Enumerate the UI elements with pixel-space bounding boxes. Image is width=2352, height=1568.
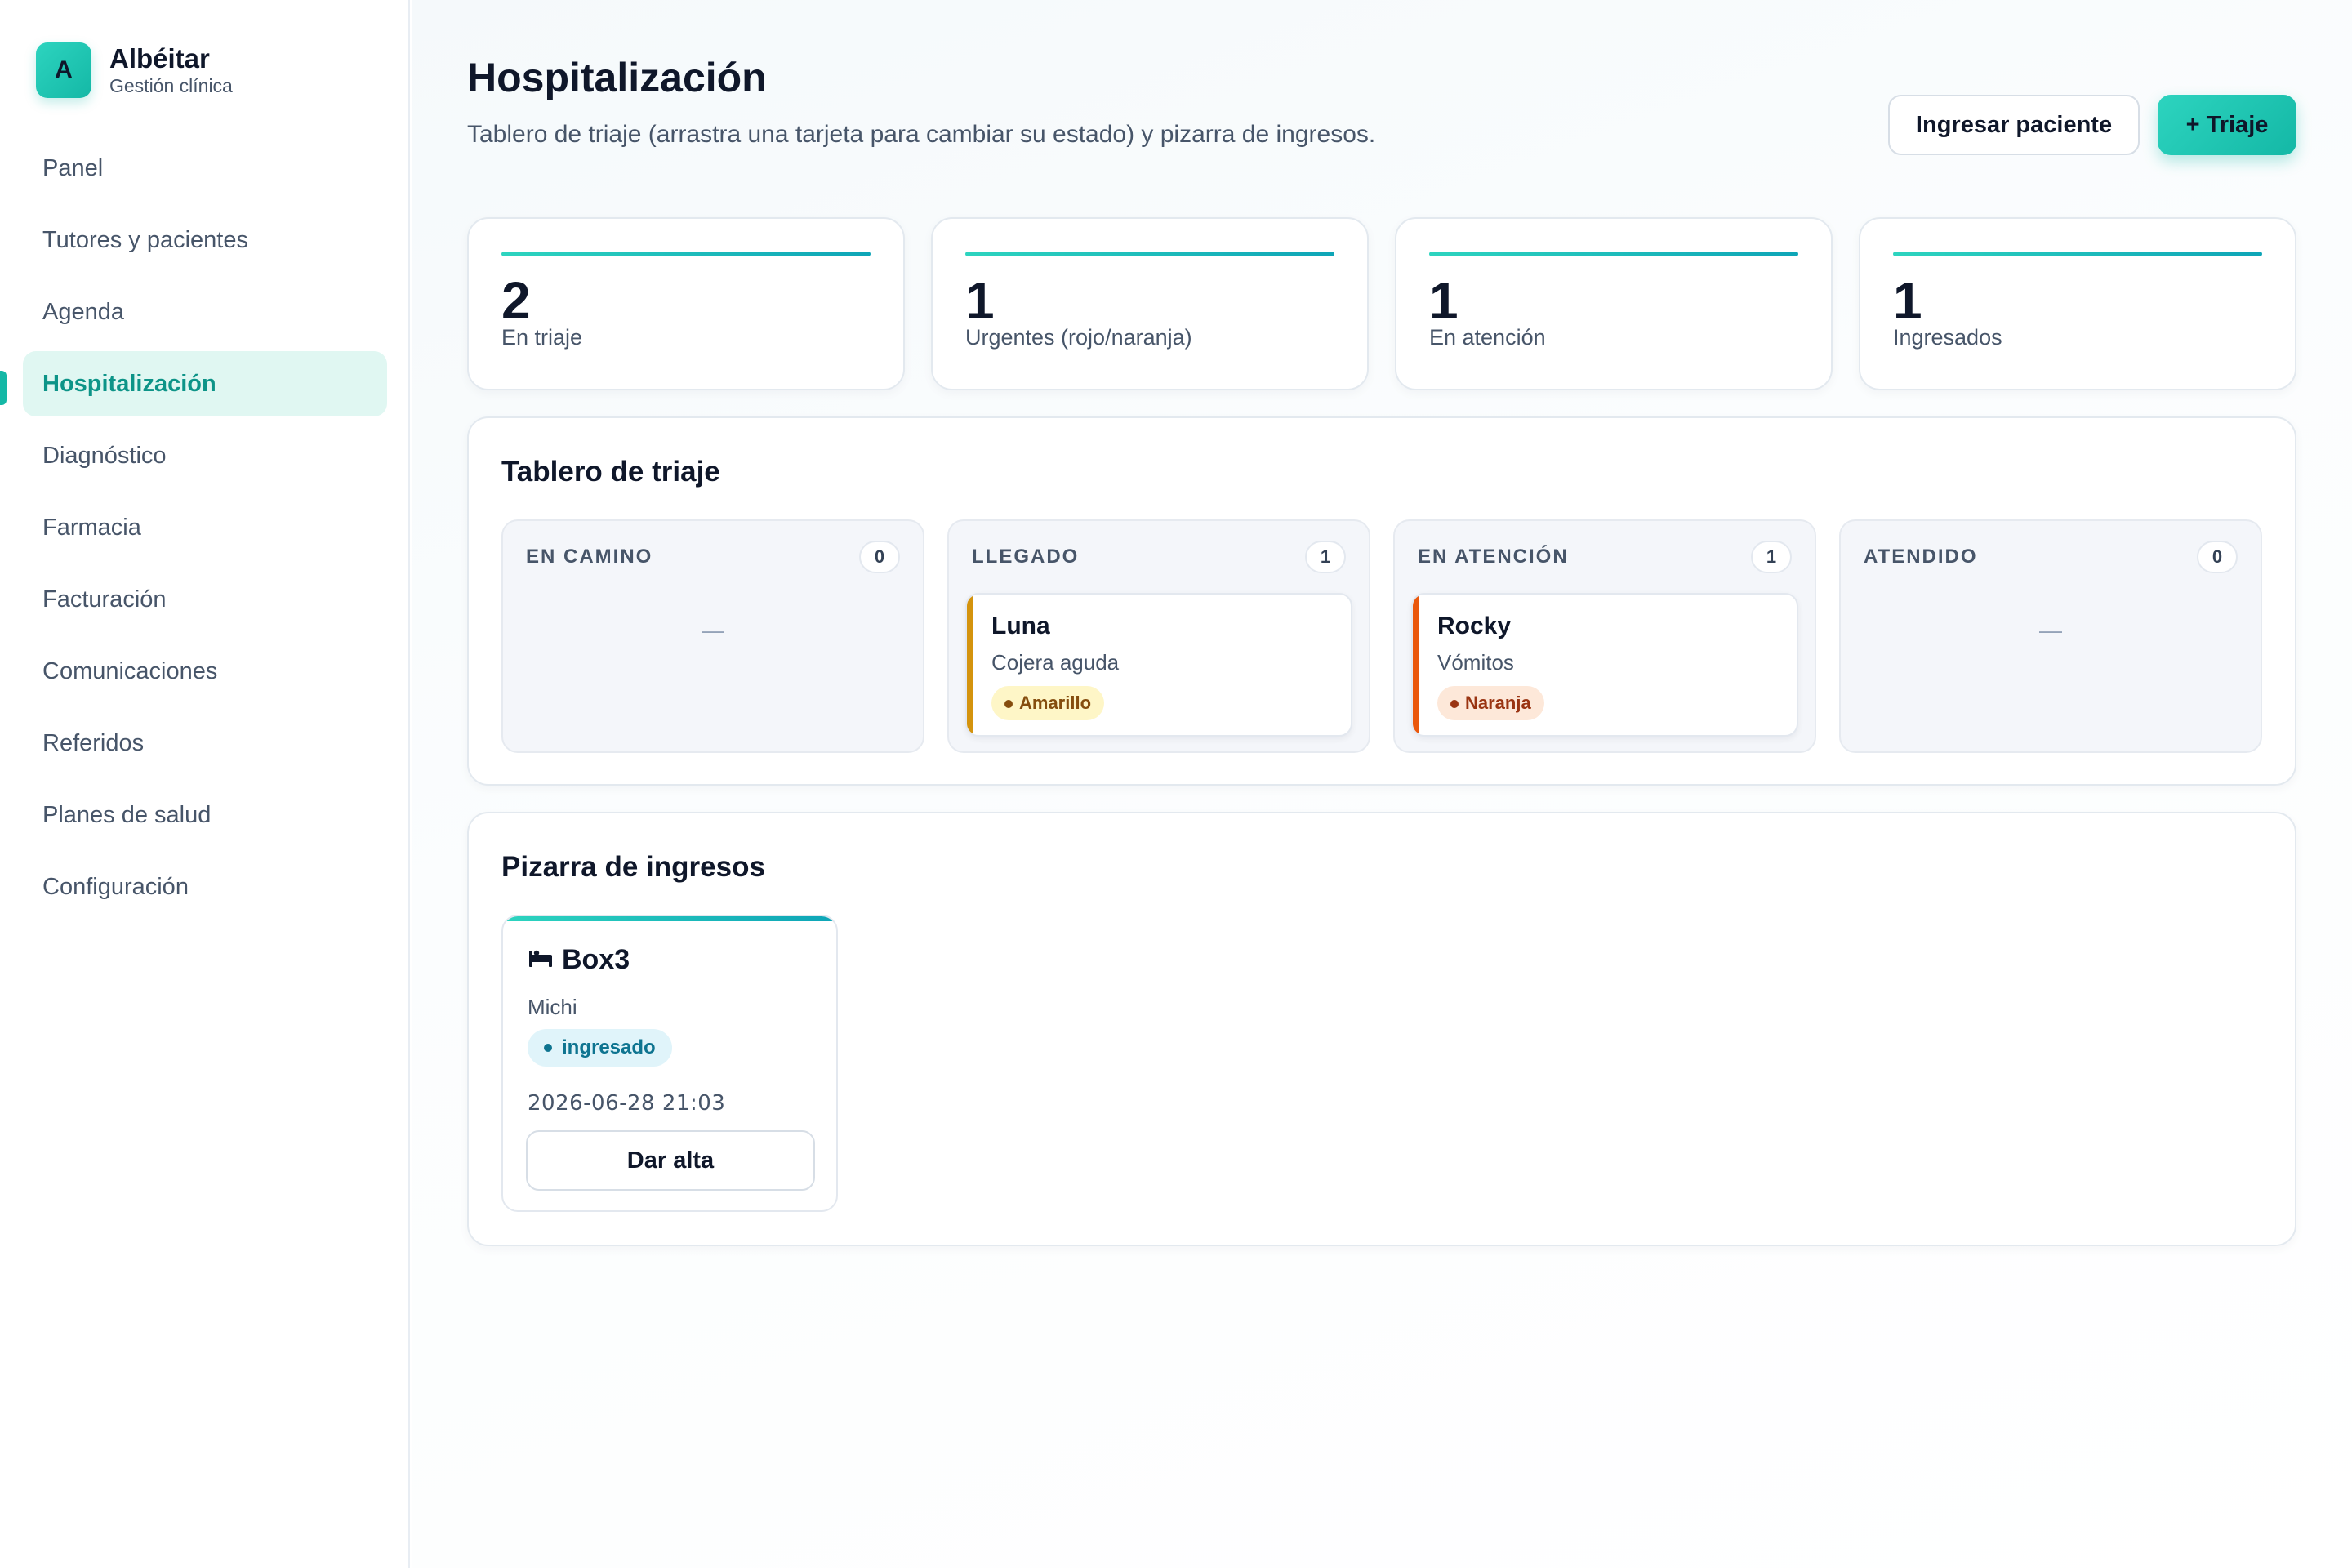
admissions-board: Pizarra de ingresos Box3 Michi ingresado <box>467 812 2296 1246</box>
discharge-button[interactable]: Dar alta <box>526 1130 815 1191</box>
sidebar-item-label: Facturación <box>42 586 167 612</box>
column-empty-placeholder: — <box>702 617 724 643</box>
bed-icon <box>528 947 554 973</box>
admission-location-label: Box3 <box>562 944 630 975</box>
stat-label: Urgentes (rojo/naranja) <box>965 325 1192 350</box>
stat-value: 2 <box>501 271 531 330</box>
sidebar-nav: Panel Tutores y pacientes Agenda Hospita… <box>0 136 387 926</box>
sidebar-item-facturacion[interactable]: Facturación <box>23 567 387 632</box>
severity-accent-bar <box>1413 595 1419 735</box>
stat-value: 1 <box>1429 271 1459 330</box>
severity-badge: Naranja <box>1437 686 1544 720</box>
sidebar-item-label: Configuración <box>42 873 189 900</box>
add-triage-button[interactable]: + Triaje <box>2158 95 2296 155</box>
admission-patient-name: Michi <box>528 995 577 1019</box>
severity-dot-icon <box>1004 700 1013 708</box>
column-empty-placeholder: — <box>2039 617 2062 643</box>
triage-board-title: Tablero de triaje <box>501 456 720 488</box>
severity-badge: Amarillo <box>991 686 1105 720</box>
stat-card-in-care: 1 En atención <box>1395 217 1833 390</box>
column-title: LLEGADO <box>972 546 1080 568</box>
sidebar-item-label: Diagnóstico <box>42 442 167 469</box>
sidebar-item-configuracion[interactable]: Configuración <box>23 854 387 920</box>
triage-column-en-atencion[interactable]: EN ATENCIÓN 1 Rocky Vómitos Naranja <box>1393 519 1816 753</box>
triage-card[interactable]: Luna Cojera aguda Amarillo <box>965 593 1352 737</box>
sidebar-item-label: Hospitalización <box>42 370 216 397</box>
stat-card-urgent: 1 Urgentes (rojo/naranja) <box>931 217 1369 390</box>
severity-label: Amarillo <box>1019 693 1092 713</box>
sidebar-item-comunicaciones[interactable]: Comunicaciones <box>23 639 387 704</box>
brand-subtitle: Gestión clínica <box>109 75 233 96</box>
stat-accent-bar <box>965 252 1334 256</box>
column-title: EN ATENCIÓN <box>1418 546 1569 568</box>
sidebar-item-label: Referidos <box>42 729 145 756</box>
sidebar-item-farmacia[interactable]: Farmacia <box>23 495 387 560</box>
sidebar-item-label: Panel <box>42 154 104 181</box>
stat-accent-bar <box>1429 252 1798 256</box>
sidebar-item-agenda[interactable]: Agenda <box>23 279 387 345</box>
active-indicator <box>0 371 7 405</box>
triage-column-en-camino[interactable]: EN CAMINO 0 — <box>501 519 924 753</box>
stat-accent-bar <box>1893 252 2262 256</box>
brand-logo: A <box>36 42 91 98</box>
triage-reason: Cojera aguda <box>991 650 1120 675</box>
main-content: Hospitalización Tablero de triaje (arras… <box>412 0 2352 1568</box>
column-count-badge: 1 <box>1305 541 1346 573</box>
stat-value: 1 <box>965 271 995 330</box>
brand-name: Albéitar <box>109 43 210 74</box>
stat-card-triage: 2 En triaje <box>467 217 905 390</box>
sidebar-item-hospitalizacion[interactable]: Hospitalización <box>0 351 387 416</box>
sidebar-item-planes-salud[interactable]: Planes de salud <box>23 782 387 848</box>
admission-card: Box3 Michi ingresado 2026-06-28 21:03 Da… <box>501 915 838 1212</box>
sidebar-item-label: Comunicaciones <box>42 657 218 684</box>
triage-board: Tablero de triaje EN CAMINO 0 — LLEGADO … <box>467 416 2296 786</box>
sidebar-item-referidos[interactable]: Referidos <box>23 710 387 776</box>
status-dot-icon <box>544 1044 552 1052</box>
sidebar-item-panel[interactable]: Panel <box>23 136 387 201</box>
triage-card[interactable]: Rocky Vómitos Naranja <box>1411 593 1798 737</box>
severity-label: Naranja <box>1465 693 1531 713</box>
triage-column-llegado[interactable]: LLEGADO 1 Luna Cojera aguda Amarillo <box>947 519 1370 753</box>
admission-status-badge: ingresado <box>528 1029 672 1067</box>
severity-accent-bar <box>967 595 973 735</box>
sidebar-item-label: Planes de salud <box>42 801 212 828</box>
sidebar-item-label: Agenda <box>42 298 124 325</box>
admission-datetime: 2026-06-28 21:03 <box>528 1091 726 1116</box>
admit-patient-button[interactable]: Ingresar paciente <box>1888 95 2140 155</box>
column-count-badge: 0 <box>2197 541 2238 573</box>
page-subtitle: Tablero de triaje (arrastra una tarjeta … <box>467 121 1376 148</box>
admission-status-label: ingresado <box>562 1036 656 1058</box>
stat-label: En triaje <box>501 325 583 350</box>
admissions-board-title: Pizarra de ingresos <box>501 851 765 883</box>
page-title: Hospitalización <box>467 55 767 100</box>
patient-name: Luna <box>991 612 1050 639</box>
severity-dot-icon <box>1450 700 1459 708</box>
sidebar-item-label: Farmacia <box>42 514 141 541</box>
stat-accent-bar <box>501 252 871 256</box>
patient-name: Rocky <box>1437 612 1512 639</box>
stat-label: En atención <box>1429 325 1546 350</box>
column-title: ATENDIDO <box>1864 546 1978 568</box>
admission-location: Box3 <box>528 944 630 976</box>
column-count-badge: 0 <box>859 541 900 573</box>
sidebar-item-diagnostico[interactable]: Diagnóstico <box>23 423 387 488</box>
triage-column-atendido[interactable]: ATENDIDO 0 — <box>1839 519 2262 753</box>
stat-card-admitted: 1 Ingresados <box>1859 217 2296 390</box>
column-title: EN CAMINO <box>526 546 653 568</box>
sidebar-item-label: Tutores y pacientes <box>42 226 248 253</box>
sidebar: A Albéitar Gestión clínica Panel Tutores… <box>0 0 410 1568</box>
brand[interactable]: A Albéitar Gestión clínica <box>36 42 233 98</box>
sidebar-item-tutores-pacientes[interactable]: Tutores y pacientes <box>23 207 387 273</box>
triage-reason: Vómitos <box>1437 650 1514 675</box>
stat-value: 1 <box>1893 271 1922 330</box>
brand-text: Albéitar Gestión clínica <box>109 43 233 97</box>
admission-accent-bar <box>503 916 836 921</box>
stat-label: Ingresados <box>1893 325 2002 350</box>
column-count-badge: 1 <box>1751 541 1792 573</box>
